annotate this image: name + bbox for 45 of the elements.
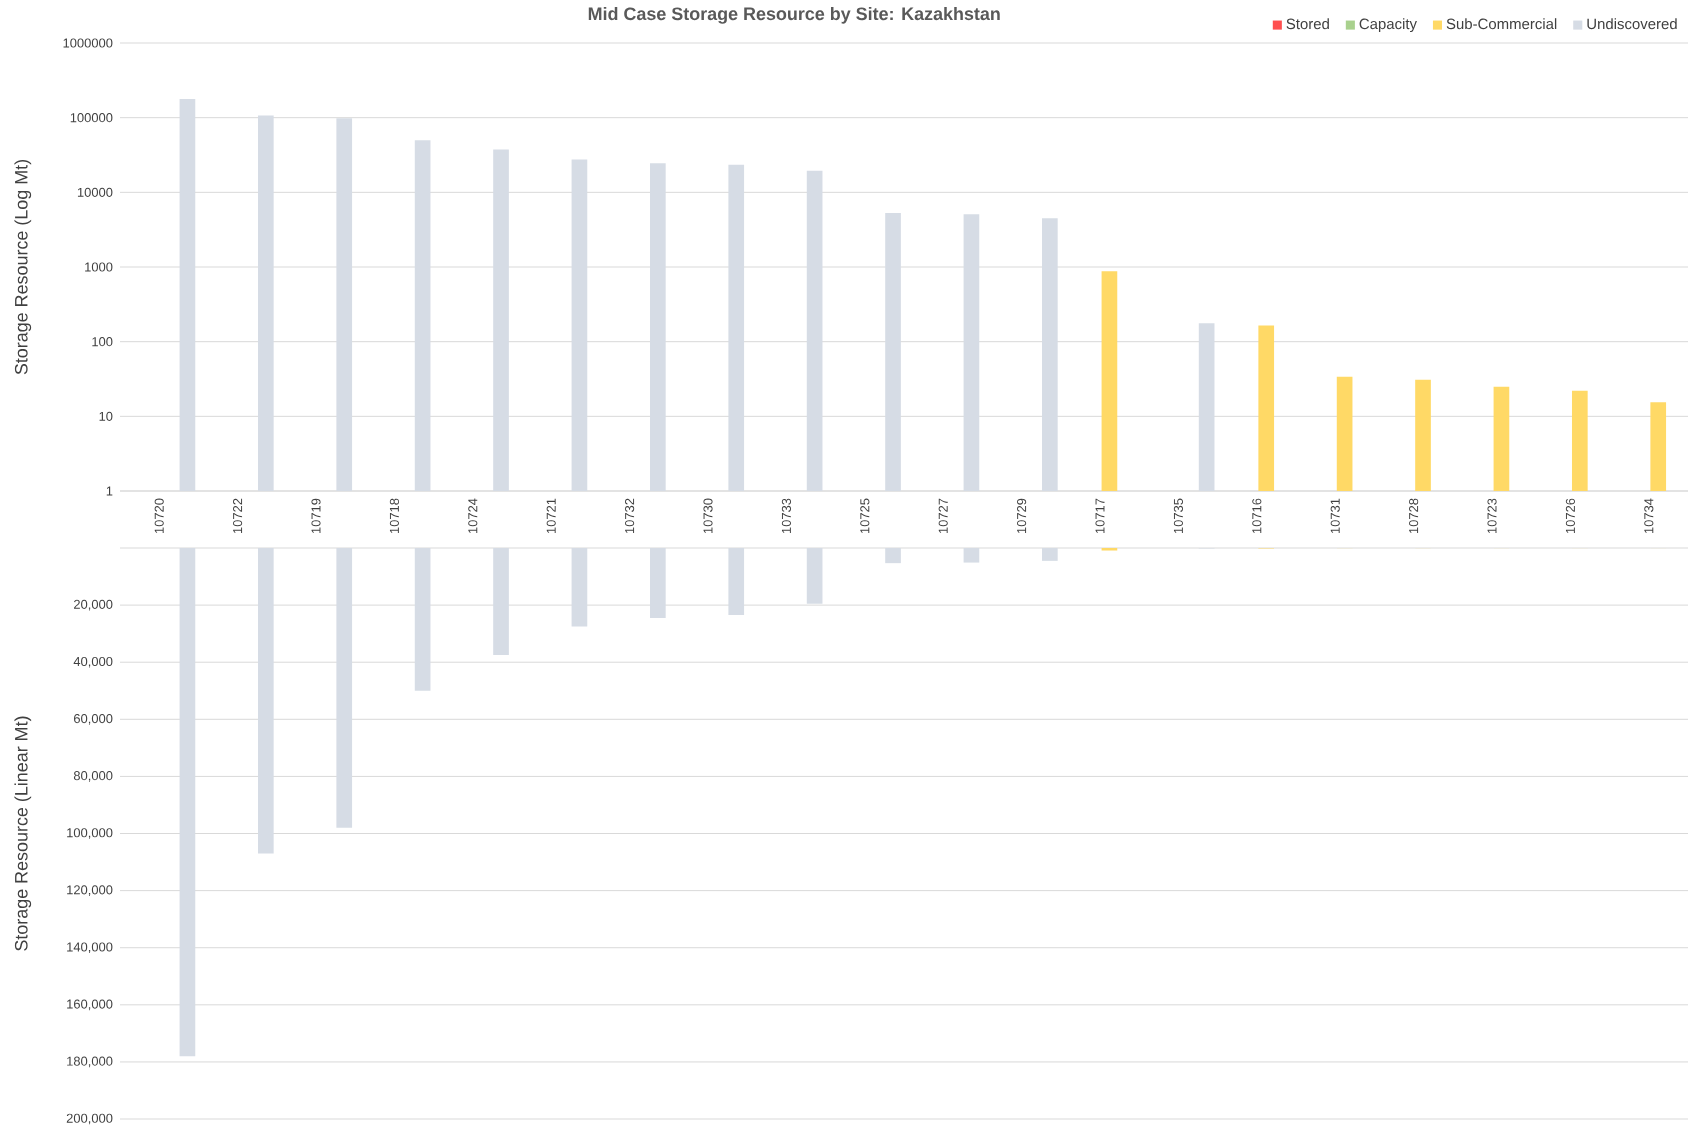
y-tick-label: 1000 xyxy=(85,262,113,272)
y-tick-label: 10 xyxy=(99,411,113,421)
y-tick-label: 60,000 xyxy=(74,713,113,725)
y-tick-label: 180,000 xyxy=(67,1056,113,1068)
y-tick-label: 20,000 xyxy=(74,599,113,611)
y-tick-label: 100000 xyxy=(70,113,113,123)
x-tick-label: 10730 xyxy=(703,498,713,534)
x-tick-label: 10734 xyxy=(1644,498,1654,534)
chart-title: Mid Case Storage Resource by Site: Kazakhstan xyxy=(588,6,1000,24)
x-tick-label: 10716 xyxy=(1252,498,1262,534)
y-tick-label: 160,000 xyxy=(67,999,113,1011)
x-tick-label: 10726 xyxy=(1565,498,1575,534)
y-tick-label: 140,000 xyxy=(67,942,113,954)
x-tick-label: 10735 xyxy=(1173,498,1183,534)
x-tick-label: 10728 xyxy=(1409,498,1419,534)
x-tick-label: 10720 xyxy=(154,498,164,534)
y-tick-label: 40,000 xyxy=(73,656,113,668)
legend-label: Stored xyxy=(1286,18,1329,30)
x-tick-label: 10718 xyxy=(389,498,399,534)
x-tick-label: 10723 xyxy=(1487,498,1497,534)
legend-label: Sub-Commercial xyxy=(1446,18,1557,30)
y-tick-label: 100,000 xyxy=(67,828,113,839)
y-tick-label: 200,000 xyxy=(66,1113,113,1125)
x-tick-label: 10724 xyxy=(468,498,478,534)
y-axis-title: Storage Resource (Log Mt) xyxy=(14,159,32,375)
legend-label: Undiscovered xyxy=(1587,18,1677,30)
x-tick-label: 10729 xyxy=(1017,498,1027,534)
y-tick-label: 80,000 xyxy=(73,771,113,782)
x-tick-label: 10719 xyxy=(311,498,321,534)
x-tick-label: 10731 xyxy=(1330,498,1340,534)
y-tick-label: 10000 xyxy=(77,187,113,197)
bar xyxy=(1101,548,1118,551)
legend-label: Capacity xyxy=(1359,18,1417,33)
y-tick-label: 120,000 xyxy=(67,885,113,896)
x-tick-label: 10725 xyxy=(860,498,870,534)
x-tick-label: 10717 xyxy=(1095,498,1105,534)
y-axis-title: Storage Resource (Linear Mt) xyxy=(14,716,32,951)
y-tick-label: 1000000 xyxy=(63,38,113,48)
x-tick-label: 10721 xyxy=(546,498,556,534)
x-tick-label: 10727 xyxy=(938,498,948,534)
x-tick-label: 10733 xyxy=(781,498,791,534)
x-tick-label: 10732 xyxy=(625,498,635,534)
y-tick-label: 100 xyxy=(92,337,113,347)
x-tick-label: 10722 xyxy=(233,498,243,534)
y-tick-label: 1 xyxy=(106,486,113,496)
